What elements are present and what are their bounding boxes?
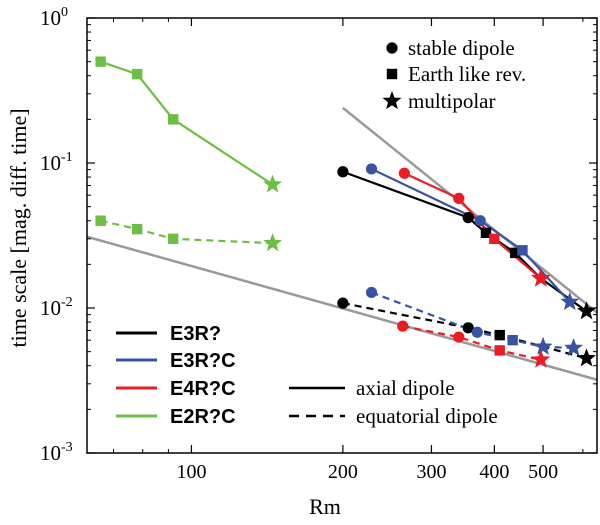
data-point-5-3 — [533, 336, 553, 355]
data-point-1-3 — [560, 292, 580, 311]
x-tick-label: 100 — [176, 461, 206, 483]
data-point-1-2 — [517, 245, 528, 256]
x-tick-label: 200 — [328, 461, 358, 483]
data-point-5-4 — [564, 337, 584, 357]
x-axis-label: Rm — [309, 494, 341, 519]
data-point-3-1 — [131, 68, 143, 80]
legend-marker-label: Earth like rev. — [408, 62, 526, 86]
legend-series-label: E4R?C — [170, 378, 236, 400]
legend-marker-circle — [386, 42, 398, 54]
y-tick-label: 10-1 — [40, 150, 73, 175]
data-point-2-1 — [453, 192, 465, 204]
legend-marker-label: stable dipole — [408, 36, 515, 60]
reference-lines — [86, 106, 598, 381]
axis-ticks — [87, 17, 597, 454]
data-point-7-0 — [95, 215, 106, 226]
y-tick-label: 100 — [40, 5, 68, 30]
data-point-4-3 — [577, 348, 597, 367]
data-point-1-0 — [365, 163, 378, 175]
series-line-6 — [402, 325, 542, 361]
data-point-7-2 — [168, 233, 179, 245]
y-tick-base: 10 — [40, 151, 61, 175]
legend-style-label: axial dipole — [356, 376, 455, 400]
data-markers — [95, 56, 597, 368]
data-point-2-0 — [398, 167, 410, 179]
data-point-6-1 — [453, 331, 465, 343]
series-line-3 — [100, 60, 274, 186]
series-line-2 — [403, 172, 542, 280]
y-tick-base: 10 — [40, 296, 61, 320]
x-tick-label: 400 — [479, 461, 509, 483]
data-point-4-1 — [462, 322, 474, 334]
data-point-3-0 — [95, 56, 106, 67]
data-point-0-2 — [480, 227, 492, 239]
data-point-6-2 — [494, 345, 505, 356]
y-tick-label: 10-2 — [40, 295, 73, 320]
data-series — [100, 60, 588, 361]
x-tick-label: 500 — [528, 461, 558, 483]
legend-marker-star — [382, 91, 402, 110]
data-point-6-0 — [397, 320, 409, 332]
legend-series-label: E2R?C — [170, 406, 236, 428]
data-point-0-3 — [509, 247, 521, 259]
data-point-1-1 — [474, 215, 486, 227]
data-point-0-0 — [337, 166, 349, 178]
series-legend: E3R? E3R?C E4R?C E2R?C — [116, 323, 236, 428]
data-point-0-1 — [462, 212, 474, 224]
legend-marker-square — [386, 68, 398, 80]
y-tick-exponent: 0 — [61, 5, 68, 20]
data-point-3-2 — [168, 114, 179, 125]
data-point-2-2 — [489, 233, 500, 245]
data-point-5-2 — [507, 334, 518, 346]
y-tick-exponent: -1 — [61, 150, 73, 165]
y-tick-exponent: -3 — [61, 440, 73, 455]
data-point-2-3 — [531, 268, 551, 287]
data-point-6-3 — [531, 349, 551, 368]
legend-series-label: E3R? — [170, 323, 221, 345]
x-tick-label: 300 — [416, 461, 446, 483]
legend-series-label: E3R?C — [170, 350, 236, 372]
line-style-legend: axial dipole equatorial dipole — [289, 376, 498, 428]
y-tick-label: 10-3 — [40, 440, 73, 465]
data-point-7-1 — [131, 223, 143, 235]
data-point-7-3 — [263, 233, 283, 252]
y-tick-exponent: -2 — [61, 295, 73, 310]
data-point-0-5 — [577, 301, 597, 320]
data-point-4-2 — [494, 329, 505, 341]
legend-marker-label: multipolar — [408, 89, 496, 113]
data-point-5-1 — [471, 326, 483, 338]
series-line-7 — [100, 219, 273, 245]
data-point-5-0 — [365, 286, 378, 299]
y-tick-base: 10 — [40, 6, 61, 30]
series-line-0 — [342, 170, 588, 313]
legend-style-label: equatorial dipole — [356, 404, 498, 428]
data-point-4-0 — [337, 297, 349, 309]
y-tick-base: 10 — [40, 441, 61, 465]
y-axis-label: time scale [mag. diff. time] — [6, 108, 31, 347]
data-point-3-3 — [263, 174, 283, 193]
plot-frame — [86, 17, 598, 454]
